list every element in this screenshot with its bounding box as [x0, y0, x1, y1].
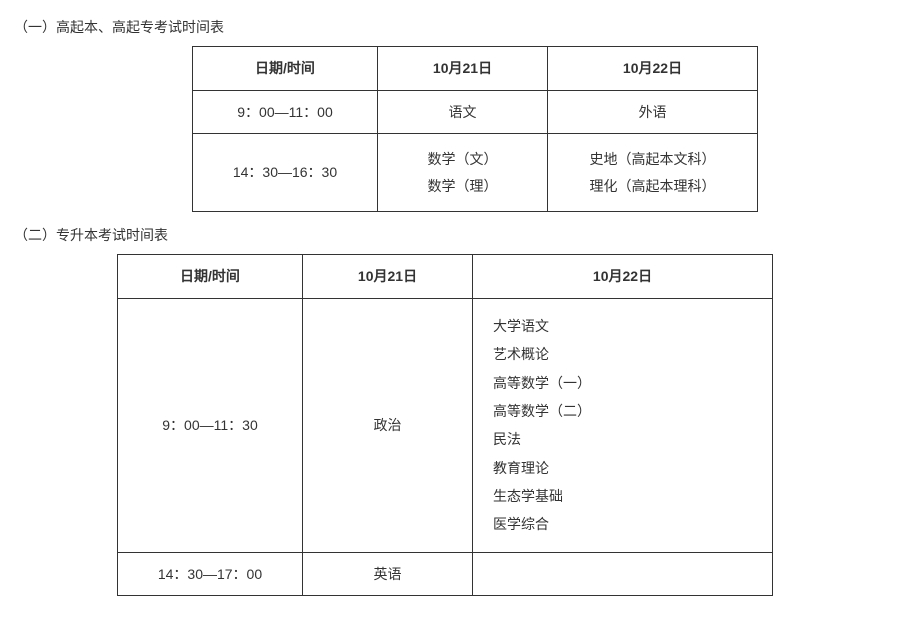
subject-item: 生态学基础 [493, 485, 758, 507]
table-row: 14：30—17：00 英语 [118, 552, 773, 595]
section2-title: （二）专升本考试时间表 [14, 224, 893, 246]
subject-item: 医学综合 [493, 513, 758, 535]
cell-time: 14：30—17：00 [118, 552, 303, 595]
cell-subject: 外语 [548, 90, 758, 133]
subject-item: 教育理论 [493, 457, 758, 479]
subject-item: 大学语文 [493, 315, 758, 337]
subject-item: 数学（理） [392, 175, 533, 197]
section1-title: （一）高起本、高起专考试时间表 [14, 16, 893, 38]
cell-subject-list: 史地（高起本文科） 理化（高起本理科） [548, 134, 758, 212]
table-row: 14：30—16：30 数学（文） 数学（理） 史地（高起本文科） 理化（高起本… [193, 134, 758, 212]
cell-time: 14：30—16：30 [193, 134, 378, 212]
subject-item: 数学（文） [392, 148, 533, 170]
cell-subject: 语文 [378, 90, 548, 133]
subject-item: 高等数学（二） [493, 400, 758, 422]
cell-time: 9：00—11：30 [118, 298, 303, 552]
table-header-row: 日期/时间 10月21日 10月22日 [118, 255, 773, 298]
cell-time: 9：00—11：00 [193, 90, 378, 133]
schedule-table-1: 日期/时间 10月21日 10月22日 9：00—11：00 语文 外语 14：… [192, 46, 758, 212]
subject-item: 理化（高起本理科） [562, 175, 743, 197]
subject-item: 民法 [493, 428, 758, 450]
schedule-table-2: 日期/时间 10月21日 10月22日 9：00—11：30 政治 大学语文 艺… [117, 254, 773, 596]
col-header-datetime: 日期/时间 [193, 47, 378, 90]
subject-item: 艺术概论 [493, 343, 758, 365]
col-header-date2: 10月22日 [548, 47, 758, 90]
col-header-date1: 10月21日 [378, 47, 548, 90]
table-row: 9：00—11：00 语文 外语 [193, 90, 758, 133]
table-header-row: 日期/时间 10月21日 10月22日 [193, 47, 758, 90]
cell-subject: 英语 [303, 552, 473, 595]
subject-item: 史地（高起本文科） [562, 148, 743, 170]
cell-subject: 政治 [303, 298, 473, 552]
col-header-date1: 10月21日 [303, 255, 473, 298]
col-header-datetime: 日期/时间 [118, 255, 303, 298]
cell-subject-list: 数学（文） 数学（理） [378, 134, 548, 212]
subject-item: 高等数学（一） [493, 372, 758, 394]
col-header-date2: 10月22日 [473, 255, 773, 298]
cell-subject-list: 大学语文 艺术概论 高等数学（一） 高等数学（二） 民法 教育理论 生态学基础 … [473, 298, 773, 552]
cell-empty [473, 552, 773, 595]
table-row: 9：00—11：30 政治 大学语文 艺术概论 高等数学（一） 高等数学（二） … [118, 298, 773, 552]
